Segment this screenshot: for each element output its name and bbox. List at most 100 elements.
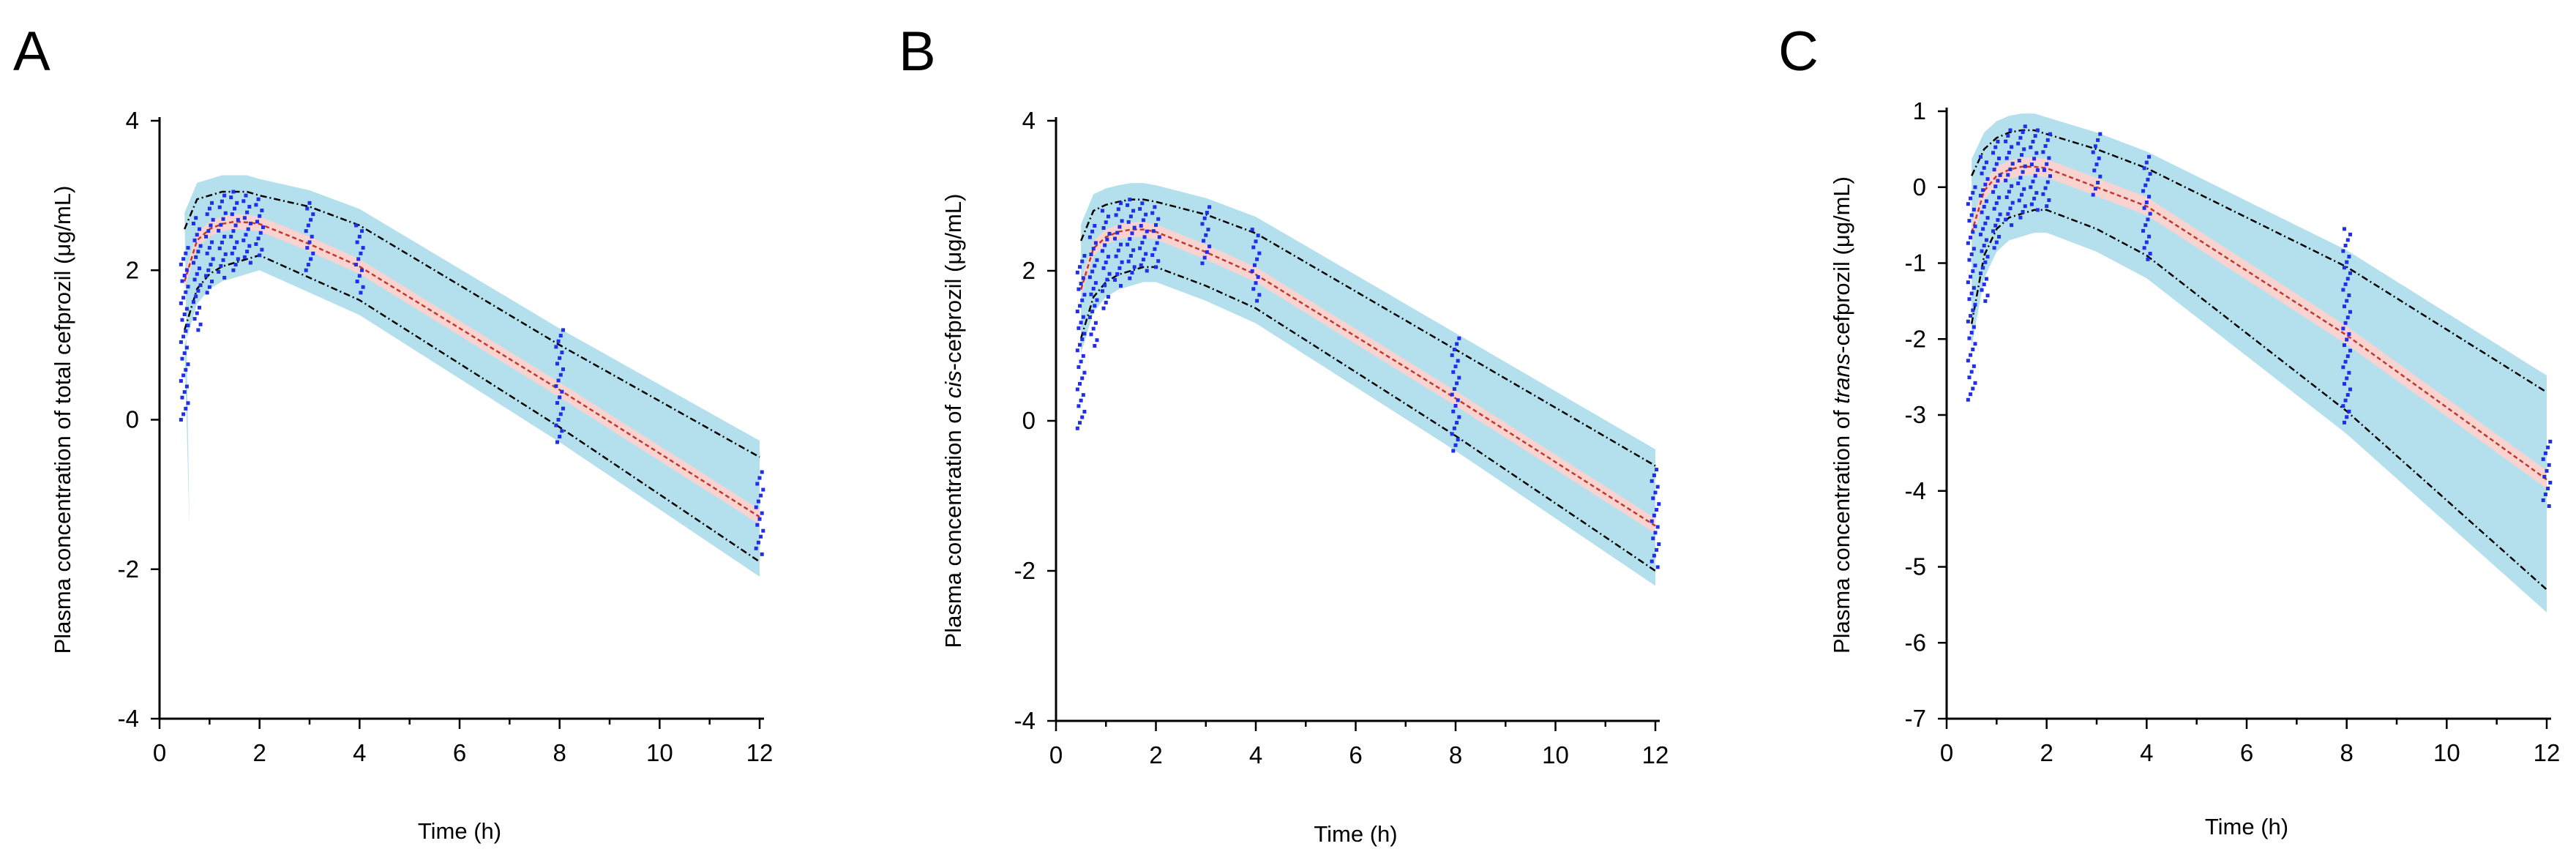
observed-point — [1107, 231, 1112, 236]
observed-point — [2045, 180, 2050, 184]
observed-point — [236, 217, 240, 222]
observed-point — [1130, 231, 1134, 236]
observed-point — [1126, 203, 1130, 207]
observed-point — [1114, 213, 1118, 217]
observed-point — [1119, 201, 1123, 206]
observed-cluster — [1075, 254, 1087, 430]
observed-point — [2004, 156, 2009, 160]
observed-point — [1985, 177, 1990, 182]
median-line — [1079, 228, 1656, 527]
observed-point — [1969, 331, 1974, 335]
observed-point — [217, 205, 222, 209]
observed-point — [1653, 490, 1658, 495]
observed-point — [2142, 166, 2146, 171]
observed-point — [1206, 228, 1210, 232]
observed-point — [1969, 236, 1973, 240]
y-axis-title: Plasma concentration of total cefprozil … — [50, 186, 75, 654]
observed-point — [1455, 421, 1459, 425]
observed-point — [2032, 196, 2037, 201]
observed-point — [561, 328, 565, 332]
observed-cluster — [1450, 336, 1461, 453]
observed-point — [1078, 304, 1082, 308]
observed-point — [306, 223, 310, 228]
observed-point — [1138, 246, 1142, 250]
observed-cluster — [1966, 185, 1977, 402]
observed-point — [2007, 190, 2011, 194]
observed-point — [2004, 139, 2008, 143]
observed-cluster — [1100, 209, 1112, 310]
observed-point — [254, 242, 258, 247]
y-tick-label: 0 — [1913, 173, 1926, 201]
observed-point — [1982, 204, 1986, 209]
observed-point — [198, 283, 203, 288]
observed-point — [354, 263, 359, 267]
observed-point — [1452, 426, 1456, 430]
observed-point — [1996, 179, 2000, 183]
observed-point — [182, 313, 187, 317]
observed-point — [195, 311, 199, 315]
observed-point — [2034, 191, 2039, 195]
observed-point — [558, 434, 562, 438]
observed-point — [360, 229, 364, 233]
observed-point — [756, 540, 760, 545]
observed-point — [236, 257, 240, 261]
y-axis-title-part: trans — [1829, 353, 1854, 404]
observed-point — [1653, 531, 1658, 535]
observed-point — [1997, 195, 2002, 200]
observed-cluster — [1991, 140, 2002, 250]
observed-point — [1650, 479, 1654, 483]
observed-point — [555, 440, 559, 444]
observed-point — [757, 517, 762, 521]
observed-point — [184, 268, 189, 272]
observed-point — [1116, 248, 1120, 252]
observed-point — [184, 345, 189, 350]
observed-point — [206, 268, 211, 272]
x-tick-label: 10 — [1542, 741, 1569, 768]
lower-percentile-line — [183, 254, 760, 563]
observed-point — [2093, 187, 2097, 191]
observed-point — [2008, 167, 2012, 171]
observed-point — [1081, 353, 1085, 358]
observed-point — [1128, 236, 1132, 241]
observed-point — [1456, 438, 1460, 442]
observed-point — [1456, 359, 1460, 363]
observed-point — [1455, 342, 1459, 346]
observed-point — [2343, 359, 2348, 364]
observed-point — [1984, 277, 1988, 281]
observed-point — [1993, 184, 1998, 189]
y-axis-title-part: cis — [940, 370, 966, 398]
observed-point — [1139, 224, 1143, 228]
observed-point — [304, 229, 308, 233]
observed-point — [311, 212, 315, 217]
observed-point — [1131, 209, 1136, 213]
observed-point — [2143, 183, 2148, 187]
observed-point — [755, 482, 760, 486]
observed-point — [1141, 258, 1145, 262]
observed-point — [1982, 283, 1986, 287]
observed-point — [1973, 342, 1977, 346]
observed-point — [1978, 193, 1982, 198]
observed-point — [1966, 359, 1970, 363]
observed-point — [1150, 252, 1155, 257]
observed-point — [560, 389, 564, 394]
observed-point — [209, 263, 213, 267]
observed-point — [2010, 201, 2015, 205]
observed-point — [192, 238, 197, 242]
observed-point — [186, 401, 190, 405]
observed-cluster — [1200, 205, 1212, 266]
observed-point — [1100, 249, 1104, 253]
observed-point — [2348, 387, 2352, 392]
observed-point — [1078, 381, 1082, 386]
observed-point — [2543, 451, 2547, 455]
x-tick-label: 0 — [1049, 741, 1063, 768]
observed-point — [198, 244, 203, 248]
upper-percentile-line — [1971, 129, 2547, 393]
observed-point — [2010, 145, 2014, 149]
observed-point — [1981, 266, 1985, 270]
x-axis-title: Time (h) — [2205, 814, 2288, 839]
observed-point — [1077, 365, 1081, 370]
observed-point — [2148, 172, 2152, 176]
observed-point — [2018, 135, 2023, 140]
observed-point — [1997, 234, 2002, 239]
